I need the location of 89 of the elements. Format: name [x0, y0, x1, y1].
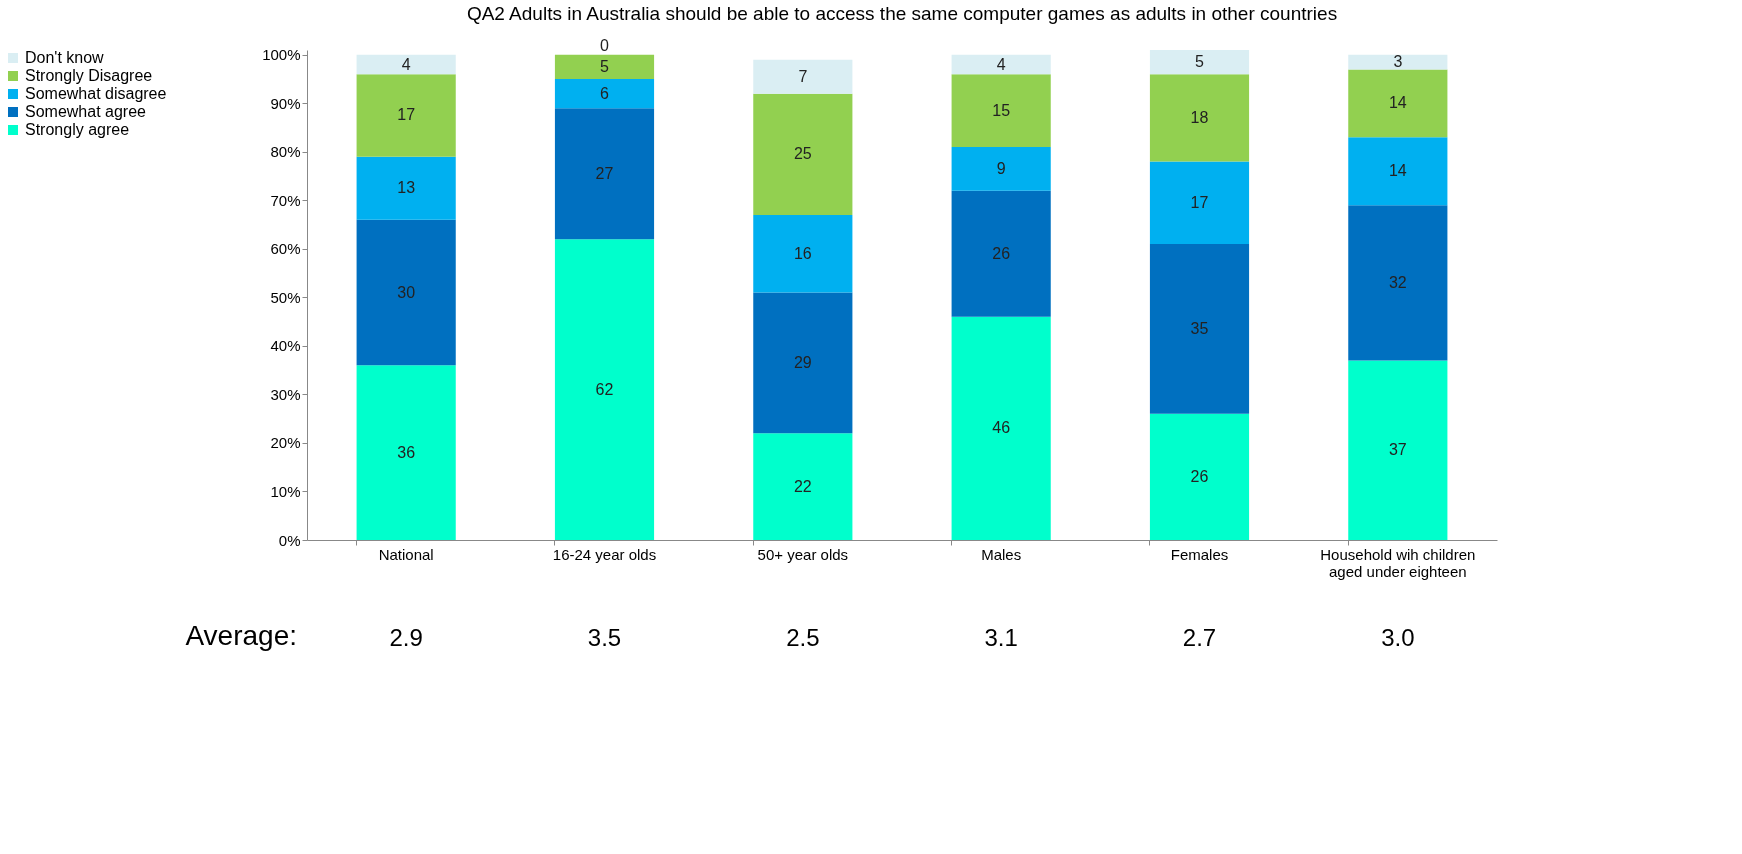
text: Average:: [185, 620, 297, 651]
bar: [951, 316, 1051, 540]
x-tick-label: 50+ year olds: [757, 545, 849, 563]
data-label: 18: [1190, 108, 1209, 126]
data-label: 4: [996, 55, 1006, 73]
bar: [554, 54, 655, 80]
y-tick-label: 100%: [262, 46, 301, 64]
x-tick-label: 16-24 year olds: [552, 545, 657, 563]
y-tick-label: 0%: [278, 531, 301, 549]
bar: [554, 239, 655, 540]
text: 2.9: [389, 624, 423, 651]
y-tick-label: 60%: [270, 240, 301, 258]
legend-label: Somewhat disagree: [25, 85, 167, 102]
x-tick-label: Males: [981, 545, 1022, 563]
text: 2.5: [786, 624, 820, 651]
y-tick-label: 40%: [270, 337, 301, 355]
text: 3.5: [587, 624, 622, 651]
bar: [1149, 74, 1250, 162]
text: 3.1: [984, 624, 1018, 651]
bar: [1149, 413, 1250, 540]
legend-label: Strongly agree: [25, 121, 130, 138]
data-label: 32: [1388, 273, 1407, 291]
data-label: 62: [595, 380, 614, 398]
data-label: 15: [992, 101, 1011, 119]
x-tick-label: National: [378, 545, 434, 563]
bar: [753, 214, 853, 293]
data-label: 30: [397, 283, 416, 301]
data-label: 3: [1393, 53, 1403, 71]
bar: [554, 79, 655, 109]
bar: [1348, 137, 1448, 206]
data-label: 29: [793, 353, 812, 371]
text: 3.0: [1381, 624, 1415, 651]
bar: [753, 433, 853, 540]
bar: [753, 93, 853, 215]
bar: [356, 365, 456, 540]
data-label: 27: [595, 164, 614, 182]
data-label: 14: [1388, 94, 1407, 112]
bar: [1348, 69, 1448, 138]
bar: [951, 147, 1051, 191]
bar: [753, 59, 853, 94]
bar: [1149, 244, 1250, 414]
legend-label: Somewhat agree: [25, 103, 147, 120]
data-label: 7: [798, 67, 808, 85]
legend-label: Strongly Disagree: [25, 67, 153, 84]
data-label: 14: [1388, 162, 1407, 180]
y-tick-label: 10%: [270, 482, 301, 500]
data-label: 22: [793, 477, 812, 495]
bar: [1149, 50, 1250, 75]
y-tick-label: 20%: [270, 434, 301, 452]
bar: [356, 219, 456, 366]
bar: [356, 74, 456, 157]
chart-title: QA2 Adults in Australia should be able to access the same computer games as adults in other countries: [466, 3, 1338, 25]
data-label: 5: [600, 57, 610, 75]
bar: [1348, 205, 1448, 361]
bar: [356, 156, 456, 220]
data-label: 26: [1190, 467, 1209, 485]
bar: [951, 74, 1051, 148]
data-label: 26: [992, 244, 1011, 262]
bar: [1149, 161, 1250, 245]
y-tick-label: 80%: [270, 143, 301, 161]
data-label: 9: [996, 159, 1006, 177]
data-label: 46: [992, 419, 1011, 437]
data-label: 35: [1190, 319, 1209, 337]
bar: [753, 292, 853, 434]
bar: [554, 108, 655, 240]
bar: [951, 54, 1051, 75]
legend-label: Don't know: [25, 49, 105, 66]
data-label: 36: [397, 443, 416, 461]
y-tick-label: 70%: [270, 191, 301, 209]
text: 2.7: [1182, 624, 1217, 651]
y-tick-label: 90%: [270, 94, 301, 112]
data-label: 4: [401, 55, 411, 73]
data-label: 13: [397, 179, 416, 197]
x-tick-label: Females: [1170, 545, 1229, 563]
data-label: 6: [600, 84, 610, 102]
y-tick-label: 30%: [270, 385, 301, 403]
data-label: 5: [1195, 53, 1205, 71]
bar: [1348, 54, 1448, 70]
data-label: 37: [1388, 441, 1407, 459]
data-label: 17: [397, 106, 416, 124]
data-label: 0: [600, 37, 610, 55]
data-label: 16: [793, 244, 812, 262]
data-label: 25: [793, 145, 812, 163]
data-label: 17: [1190, 193, 1209, 211]
bar: [356, 54, 456, 75]
x-tick-label: Household wih children aged under eighteen: [1320, 545, 1476, 580]
y-tick-label: 50%: [270, 288, 301, 306]
bar: [951, 190, 1051, 317]
bar: [1348, 360, 1448, 540]
